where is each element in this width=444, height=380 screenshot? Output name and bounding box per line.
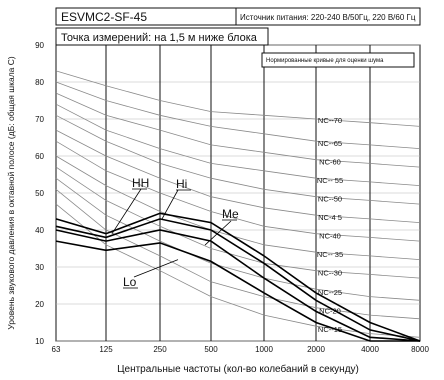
nc-curve-label: NC-60 xyxy=(319,158,341,167)
nc-curves-layer: NC--70 NC--65 NC-60 NC-- 55 NC--50 NC-4 5 NC-4… xyxy=(55,70,421,338)
y-axis-label: Уровень звукового давления в октавной по… xyxy=(6,56,16,330)
y-tick-label: 90 xyxy=(35,41,44,50)
nc-curve xyxy=(55,140,421,242)
series-line-lo xyxy=(55,240,420,342)
x-tick-label: 250 xyxy=(153,345,167,354)
nc-box-title: Нормированные кривые для оценки шума xyxy=(266,58,384,64)
nc-curve xyxy=(55,70,421,127)
nc-curve-label: NC--30 xyxy=(318,269,342,278)
power-box xyxy=(235,7,421,26)
power-label: Источник питания: 220-240 В/50Гц, 220 В/… xyxy=(240,13,416,22)
x-tick-label: 63 xyxy=(52,345,61,354)
series-leader-line xyxy=(161,189,179,220)
y-tick-label: 50 xyxy=(35,189,44,198)
axis-layer: 10 20 30 40 50 60 70 80 90 63 125 250 500 1000 2000 400… xyxy=(35,41,429,354)
series-label: Me xyxy=(222,207,239,221)
nc-curve xyxy=(55,114,421,205)
x-tick-label: 500 xyxy=(204,345,218,354)
nc-curve xyxy=(55,166,421,279)
nc-curve xyxy=(55,155,421,260)
nc-curve-label: NC-- 35 xyxy=(317,250,343,259)
nc-curve xyxy=(55,92,421,168)
y-tick-label: 80 xyxy=(35,78,44,87)
nc-curve-label: NC-- 55 xyxy=(317,176,343,185)
nc-curve-label: NC-4 5 xyxy=(318,213,342,222)
nc-curve-label: NC--70 xyxy=(318,116,342,125)
x-tick-label: 8000 xyxy=(411,345,429,354)
nc-curve-label: NC--65 xyxy=(318,139,342,148)
series-leader-line xyxy=(133,259,179,278)
nc-curve xyxy=(55,177,421,301)
series-line-hi xyxy=(55,218,421,342)
y-tick-label: 30 xyxy=(35,263,44,272)
y-tick-label: 70 xyxy=(35,115,44,124)
series-leader-line xyxy=(111,188,142,234)
model-label: ESVMC2-SF-45 xyxy=(61,10,147,24)
y-tick-label: 60 xyxy=(35,152,44,161)
measure-box xyxy=(55,27,269,46)
series-label: Hi xyxy=(176,177,187,191)
y-tick-label: 20 xyxy=(35,300,44,309)
series-line-hh xyxy=(55,212,421,342)
x-tick-label: 4000 xyxy=(361,345,379,354)
nc-curve-label: NC-20 xyxy=(319,307,341,316)
series-leader-line xyxy=(204,220,232,246)
nc-curve-label: NC--50 xyxy=(318,195,342,204)
nc-title-box xyxy=(261,52,415,68)
series-line-me xyxy=(55,229,421,342)
x-tick-label: 125 xyxy=(99,345,113,354)
x-axis-label: Центральные частоты (кол-во колебаний в … xyxy=(117,363,359,375)
nc-curve xyxy=(55,81,421,149)
nc-curve-label: NC--15 xyxy=(318,325,342,334)
nc-curve xyxy=(55,103,421,186)
nc-curve-label: NC--25 xyxy=(318,288,342,297)
x-tick-label: 2000 xyxy=(307,345,325,354)
y-tick-label: 40 xyxy=(35,226,44,235)
series-label: HH xyxy=(132,176,149,190)
y-tick-label: 10 xyxy=(35,337,44,346)
nc-curve xyxy=(55,129,421,223)
measure-label: Точка измерений: на 1,5 м ниже блока xyxy=(61,32,258,44)
series-layer: HH Hi Me Lo xyxy=(55,176,421,342)
series-label: Lo xyxy=(123,275,137,289)
nc-curve-label: NC-40 xyxy=(319,232,341,241)
x-tick-label: 1000 xyxy=(255,345,273,354)
